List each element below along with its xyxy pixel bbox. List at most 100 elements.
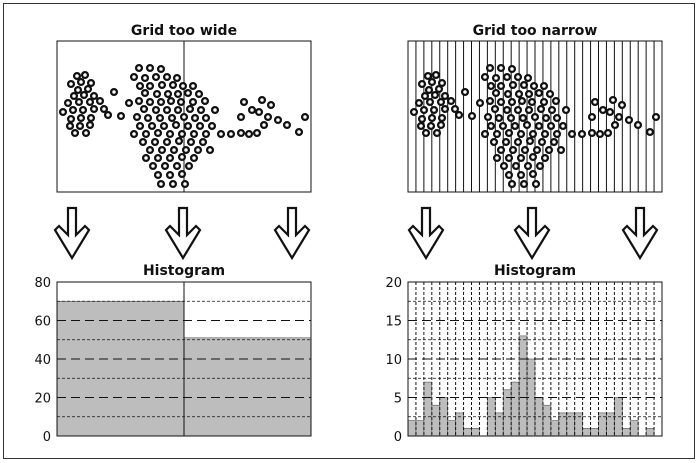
data-point [257, 95, 267, 105]
data-point [148, 161, 158, 171]
histogram-bar [590, 427, 599, 437]
data-point [490, 104, 500, 114]
data-point [162, 137, 172, 147]
histogram-bar [423, 381, 433, 437]
y-tick-label: 80 [34, 276, 51, 291]
y-tick-label: 0 [394, 430, 402, 445]
data-point [195, 121, 205, 131]
data-point [504, 153, 514, 163]
data-point [416, 121, 426, 131]
data-point [587, 128, 597, 138]
histogram-bar [447, 420, 456, 437]
data-point [252, 128, 262, 138]
data-point [66, 79, 76, 89]
data-point [513, 72, 523, 82]
data-point [527, 97, 537, 107]
data-point [518, 113, 528, 123]
histogram-bar [542, 404, 552, 437]
data-point [425, 97, 435, 107]
y-tick-label: 20 [34, 392, 51, 407]
data-point [145, 145, 155, 155]
data-point [259, 120, 269, 130]
data-point [524, 105, 534, 115]
down-arrow-icon [407, 206, 445, 261]
data-point [645, 127, 655, 137]
data-point [528, 129, 538, 139]
wide-scatter-plot [56, 40, 312, 193]
data-point [86, 113, 96, 123]
data-point [427, 113, 437, 123]
data-point [180, 179, 190, 189]
histogram-bar [502, 389, 512, 437]
data-point [89, 91, 99, 101]
down-arrow-icon [273, 206, 311, 261]
data-point [169, 145, 179, 155]
data-point [168, 80, 178, 90]
data-point [157, 80, 167, 90]
y-tick-label: 20 [385, 276, 402, 291]
data-point [436, 120, 446, 130]
histogram-bar [183, 337, 312, 437]
wide-histogram-title: Histogram [143, 263, 225, 279]
data-point [172, 161, 182, 171]
data-point [216, 129, 226, 139]
data-point [160, 161, 170, 171]
data-point [523, 73, 533, 83]
data-point [135, 81, 145, 91]
data-point [537, 137, 547, 147]
data-point [177, 152, 187, 162]
data-point [409, 107, 419, 117]
data-point [430, 90, 440, 100]
data-point [190, 113, 200, 123]
data-point [147, 121, 157, 131]
data-point [65, 121, 75, 131]
data-point [176, 97, 186, 107]
data-point [226, 129, 236, 139]
data-point [552, 129, 562, 139]
data-point [516, 153, 526, 163]
data-point [173, 89, 183, 99]
data-point [145, 63, 155, 73]
data-point [525, 136, 535, 146]
data-point [99, 104, 109, 114]
data-point [196, 105, 206, 115]
data-point [426, 121, 436, 131]
data-point [138, 137, 148, 147]
data-point [498, 121, 508, 131]
data-point [140, 73, 150, 83]
y-tick-label: 40 [34, 353, 51, 368]
data-point [151, 105, 161, 115]
data-point [86, 78, 96, 88]
data-point [535, 161, 545, 171]
data-point [502, 72, 512, 82]
data-point [74, 97, 84, 107]
histogram-bar [463, 427, 472, 437]
data-point [177, 129, 187, 139]
scatter-border [407, 40, 663, 193]
data-point [552, 113, 562, 123]
down-arrow-icon [513, 206, 551, 261]
data-point [66, 114, 76, 124]
data-point [567, 129, 577, 139]
data-point [651, 112, 661, 122]
data-point [167, 113, 177, 123]
down-arrow-icon [53, 206, 91, 261]
data-point [507, 64, 517, 74]
data-point [595, 129, 605, 139]
data-point [513, 137, 523, 147]
data-point [179, 112, 189, 122]
data-point [450, 104, 460, 114]
data-point [282, 120, 292, 130]
data-point [254, 107, 264, 117]
data-point [590, 97, 600, 107]
data-point [201, 129, 211, 139]
data-point [524, 89, 534, 99]
data-point [193, 145, 203, 155]
data-point [152, 89, 162, 99]
data-point [163, 89, 173, 99]
data-point [496, 81, 506, 91]
data-point [58, 107, 68, 117]
data-point [633, 120, 643, 130]
data-point [440, 104, 450, 114]
